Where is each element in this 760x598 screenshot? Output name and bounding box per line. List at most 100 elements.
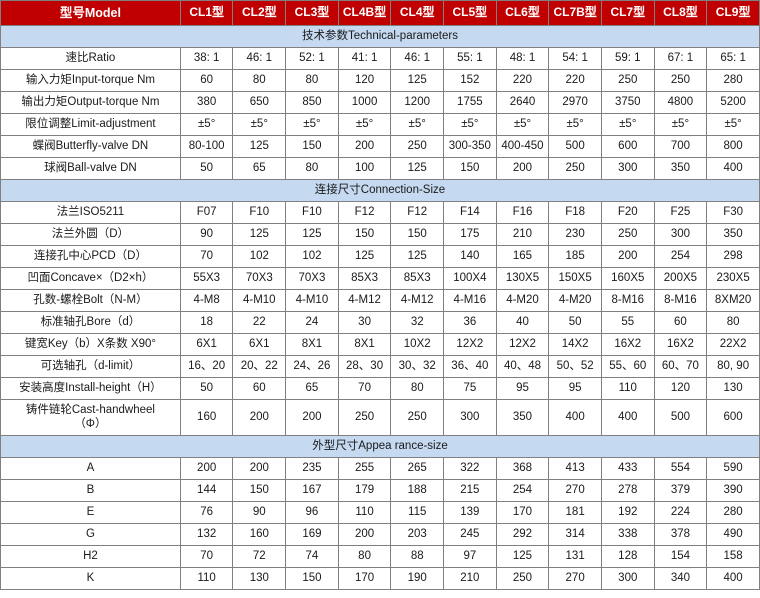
table-cell: 144: [179, 479, 234, 502]
table-cell: 32: [390, 311, 445, 334]
table-cell: 160X5: [600, 267, 655, 290]
row-label: H2: [0, 545, 181, 568]
table-cell: 8XM20: [706, 289, 760, 312]
table-cell: 70: [337, 377, 392, 400]
table-row: 蝶阀Butterfly-valve DN 80-100 125 150 200 250 30…: [0, 135, 760, 158]
column-header-cl3: CL3型: [285, 0, 339, 26]
table-cell: 350: [653, 157, 708, 180]
table-cell: 254: [495, 479, 550, 502]
table-cell: 4800: [653, 91, 708, 114]
table-row: 输入力矩Input-torque Nm 60 80 80 120 125 152 220 220…: [0, 69, 760, 92]
table-cell: F12: [337, 201, 392, 224]
table-cell: 250: [600, 69, 655, 92]
table-cell: 590: [706, 457, 760, 480]
table-cell: 235: [285, 457, 339, 480]
table-cell: 95: [495, 377, 550, 400]
table-cell: 130X5: [495, 267, 550, 290]
table-cell: 4-M10: [285, 289, 339, 312]
table-cell: 65: [232, 157, 287, 180]
table-cell: 125: [285, 223, 339, 246]
table-cell: 170: [337, 567, 392, 590]
table-cell: 322: [443, 457, 497, 480]
table-cell: 6X1: [232, 333, 287, 356]
table-cell: 210: [443, 567, 497, 590]
table-cell: 350: [495, 399, 550, 436]
table-cell: 181: [548, 501, 602, 524]
table-cell: 150: [285, 567, 339, 590]
row-label: G: [0, 523, 181, 546]
table-cell: 150: [232, 479, 287, 502]
table-cell: 250: [337, 399, 392, 436]
column-header-cl4b: CL4B型: [337, 0, 392, 26]
table-cell: 60: [179, 69, 234, 92]
table-cell: 5200: [706, 91, 760, 114]
table-cell: 85X3: [337, 267, 392, 290]
table-cell: 280: [706, 501, 760, 524]
table-cell: 150: [443, 157, 497, 180]
table-cell: 390: [706, 479, 760, 502]
table-header: 型号Model CL1型 CL2型 CL3型 CL4B型 CL4型 CL5型 CL6型 CL7B…: [0, 0, 760, 26]
table-cell: 200X5: [653, 267, 708, 290]
table-cell: 300-350: [443, 135, 497, 158]
table-cell: 50: [179, 377, 234, 400]
table-row: 法兰ISO5211 F07 F10 F10 F12 F12 F14 F16 F18 F20 F25 F…: [0, 201, 760, 224]
table-cell: 76: [179, 501, 234, 524]
table-row: 孔数-螺栓Bolt（N-M） 4-M8 4-M10 4-M10 4-M12 4-M12 4-…: [0, 289, 760, 312]
table-cell: 125: [232, 223, 287, 246]
table-cell: 60: [232, 377, 287, 400]
table-cell: 1755: [443, 91, 497, 114]
table-cell: 30: [337, 311, 392, 334]
table-cell: F10: [285, 201, 339, 224]
table-cell: 14X2: [548, 333, 602, 356]
table-cell: 250: [600, 223, 655, 246]
table-cell: 48: 1: [495, 47, 550, 70]
row-label: 限位调整Limit-adjustment: [0, 113, 181, 136]
table-cell: 215: [443, 479, 497, 502]
table-cell: 150: [337, 223, 392, 246]
table-cell: 850: [285, 91, 339, 114]
table-cell: ±5°: [179, 113, 234, 136]
table-cell: 8X1: [285, 333, 339, 356]
table-cell: 400: [600, 399, 655, 436]
table-cell: F14: [443, 201, 497, 224]
row-label: A: [0, 457, 181, 480]
table-cell: 265: [390, 457, 445, 480]
table-cell: 160: [232, 523, 287, 546]
table-cell: 167: [285, 479, 339, 502]
table-cell: 1000: [337, 91, 392, 114]
table-row: 连接孔中心PCD（D） 70 102 102 125 125 140 165 185 200 254…: [0, 245, 760, 268]
table-cell: 54: 1: [548, 47, 602, 70]
table-cell: 110: [337, 501, 392, 524]
section-title: 技术参数Technical-parameters: [0, 25, 760, 48]
table-cell: F16: [495, 201, 550, 224]
table-cell: 150X5: [548, 267, 602, 290]
table-cell: 200: [337, 523, 392, 546]
table-cell: 28、30: [337, 355, 392, 378]
table-cell: 4-M16: [443, 289, 497, 312]
table-cell: 500: [653, 399, 708, 436]
table-cell: 18: [179, 311, 234, 334]
table-cell: 378: [653, 523, 708, 546]
table-cell: 188: [390, 479, 445, 502]
table-cell: 125: [390, 245, 445, 268]
table-cell: 20、22: [232, 355, 287, 378]
table-row: 可选轴孔（d-limit） 16、20 20、22 24、26 28、30 30、32 36…: [0, 355, 760, 378]
row-label: 法兰ISO5211: [0, 201, 181, 224]
table-cell: 220: [548, 69, 602, 92]
table-cell: 36、40: [443, 355, 497, 378]
table-cell: 46: 1: [390, 47, 445, 70]
table-cell: 278: [600, 479, 655, 502]
table-cell: 190: [390, 567, 445, 590]
table-cell: 80: [390, 377, 445, 400]
table-cell: 4-M12: [390, 289, 445, 312]
section-header-row: 技术参数Technical-parameters: [0, 25, 760, 48]
table-cell: 300: [653, 223, 708, 246]
table-row: 速比Ratio 38: 1 46: 1 52: 1 41: 1 46: 1 55: 1 48:…: [0, 47, 760, 70]
table-row: H2 70 72 74 80 88 97 125 131 128 154 158: [0, 545, 760, 568]
row-label: 安装高度Install-height（H）: [0, 377, 181, 400]
table-cell: 203: [390, 523, 445, 546]
table-cell: 130: [232, 567, 287, 590]
table-cell: 413: [548, 457, 602, 480]
row-label: 法兰外圆（D）: [0, 223, 181, 246]
